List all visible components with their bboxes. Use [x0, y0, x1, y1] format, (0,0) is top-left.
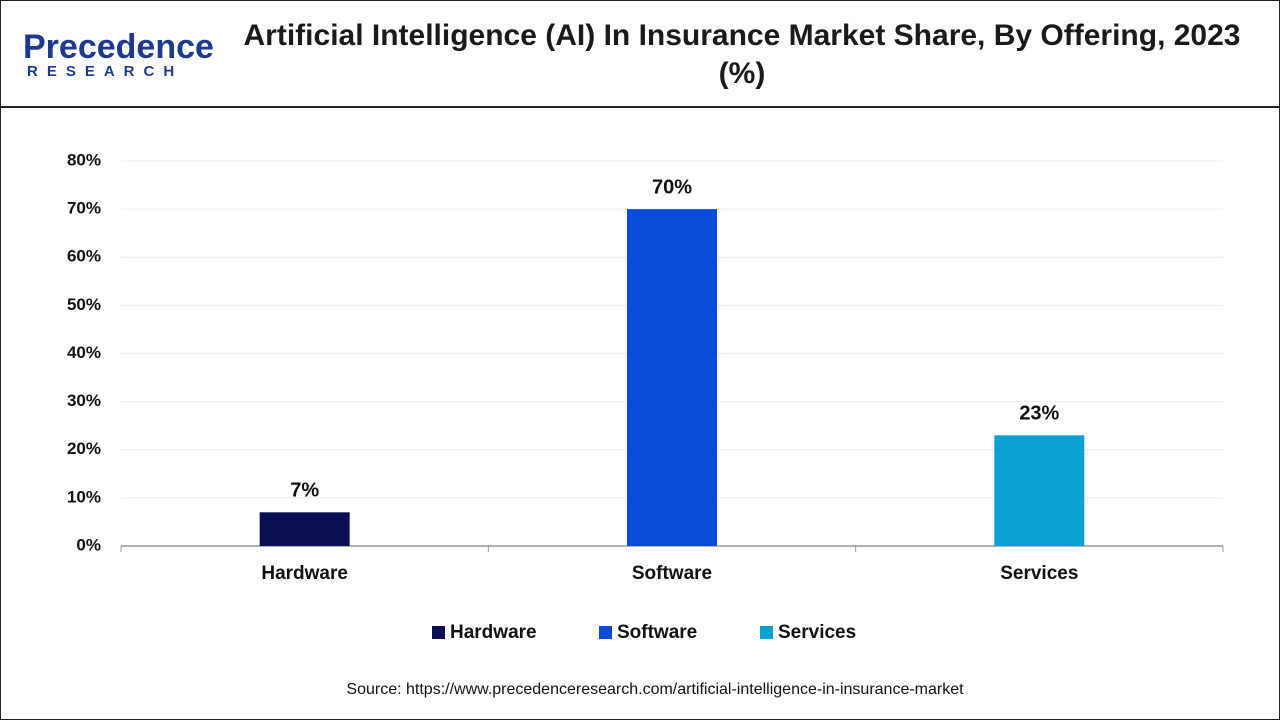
x-tick-label: Software [632, 563, 712, 584]
legend-label: Services [778, 622, 856, 643]
logo-name: Precedence [23, 28, 214, 66]
y-tick-label: 30% [67, 391, 101, 410]
chart-title: Artificial Intelligence (AI) In Insuranc… [243, 19, 1241, 90]
bar [259, 512, 350, 546]
legend-swatch [432, 626, 445, 639]
y-tick-label: 50% [67, 295, 101, 314]
legend-swatch [599, 626, 612, 639]
value-label: 7% [290, 480, 319, 502]
bar [627, 209, 717, 546]
legend-swatch [760, 626, 773, 639]
logo-tagline: RESEARCH [27, 63, 183, 80]
value-label: 70% [652, 176, 692, 198]
y-tick-label: 60% [67, 247, 101, 266]
source: Source: https://www.precedenceresearch.c… [346, 681, 964, 698]
bar [994, 435, 1085, 546]
legend-label: Hardware [450, 622, 537, 643]
x-tick-label: Services [1000, 563, 1078, 584]
y-tick-label: 80% [67, 150, 101, 169]
value-label: 23% [1019, 403, 1059, 425]
y-tick-label: 0% [76, 535, 101, 554]
y-tick-label: 20% [67, 439, 101, 458]
x-tick-label: Hardware [261, 563, 348, 584]
legend-label: Software [617, 622, 697, 643]
y-tick-label: 10% [67, 487, 101, 506]
y-tick-label: 70% [67, 199, 101, 218]
y-tick-label: 40% [67, 343, 101, 362]
